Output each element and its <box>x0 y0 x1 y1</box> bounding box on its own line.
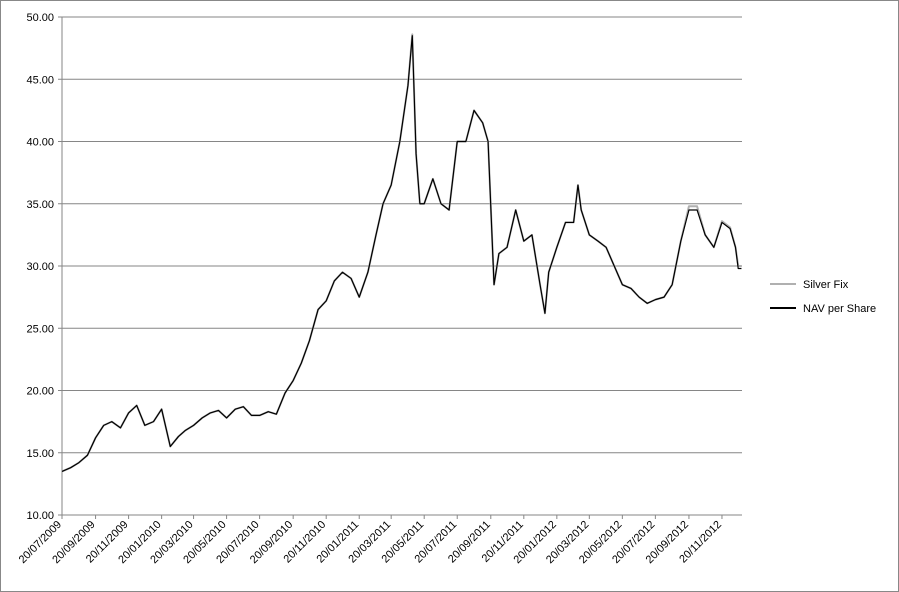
legend-label: NAV per Share <box>803 303 876 315</box>
y-tick-label: 20.00 <box>26 386 54 398</box>
y-tick-label: 10.00 <box>26 510 54 522</box>
legend-label: Silver Fix <box>803 279 849 291</box>
y-tick-label: 15.00 <box>26 448 54 460</box>
y-tick-label: 50.00 <box>26 12 54 24</box>
y-tick-label: 45.00 <box>26 74 54 86</box>
data-line <box>61 35 742 472</box>
y-tick-label: 35.00 <box>26 199 54 211</box>
y-tick-label: 40.00 <box>26 137 54 149</box>
y-tick-label: 30.00 <box>26 261 54 273</box>
y-tick-label: 25.00 <box>26 323 54 335</box>
